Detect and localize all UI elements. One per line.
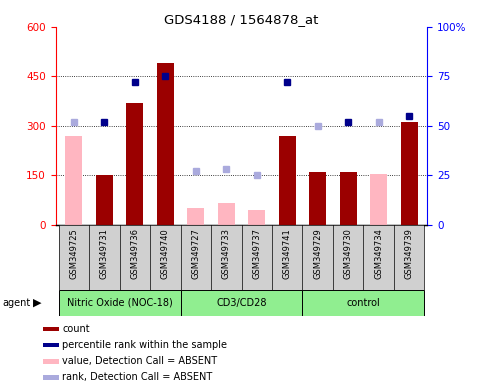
- Text: GSM349730: GSM349730: [344, 228, 353, 279]
- Text: GSM349739: GSM349739: [405, 228, 413, 279]
- Bar: [96, 175, 113, 225]
- Text: GSM349729: GSM349729: [313, 228, 322, 279]
- Bar: [150, 225, 181, 290]
- Text: GSM349727: GSM349727: [191, 228, 200, 279]
- Bar: [43, 375, 59, 380]
- Bar: [363, 225, 394, 290]
- Text: percentile rank within the sample: percentile rank within the sample: [62, 340, 227, 350]
- Text: value, Detection Call = ABSENT: value, Detection Call = ABSENT: [62, 356, 217, 366]
- Bar: [302, 290, 425, 316]
- Text: rank, Detection Call = ABSENT: rank, Detection Call = ABSENT: [62, 372, 213, 382]
- Bar: [43, 359, 59, 364]
- Bar: [58, 290, 181, 316]
- Text: GSM349737: GSM349737: [252, 228, 261, 279]
- Bar: [181, 225, 211, 290]
- Bar: [401, 122, 417, 225]
- Text: GSM349740: GSM349740: [161, 228, 170, 279]
- Bar: [218, 203, 235, 225]
- Text: count: count: [62, 324, 90, 334]
- Bar: [279, 136, 296, 225]
- Text: Nitric Oxide (NOC-18): Nitric Oxide (NOC-18): [67, 298, 172, 308]
- Bar: [211, 225, 242, 290]
- Text: agent: agent: [2, 298, 30, 308]
- Text: GSM349734: GSM349734: [374, 228, 383, 279]
- Text: control: control: [347, 298, 380, 308]
- Bar: [333, 225, 363, 290]
- Bar: [120, 225, 150, 290]
- Bar: [302, 225, 333, 290]
- Bar: [157, 63, 174, 225]
- Text: GSM349731: GSM349731: [100, 228, 109, 279]
- Bar: [272, 225, 302, 290]
- Bar: [394, 225, 425, 290]
- Text: ▶: ▶: [33, 298, 42, 308]
- Bar: [370, 174, 387, 225]
- Text: GDS4188 / 1564878_at: GDS4188 / 1564878_at: [164, 13, 319, 26]
- Bar: [89, 225, 120, 290]
- Bar: [242, 225, 272, 290]
- Text: GSM349725: GSM349725: [70, 228, 78, 279]
- Bar: [58, 225, 89, 290]
- Bar: [187, 208, 204, 225]
- Bar: [66, 136, 82, 225]
- Bar: [309, 172, 326, 225]
- Text: GSM349736: GSM349736: [130, 228, 139, 279]
- Bar: [43, 343, 59, 348]
- Text: GSM349733: GSM349733: [222, 228, 231, 279]
- Text: CD3/CD28: CD3/CD28: [216, 298, 267, 308]
- Bar: [181, 290, 302, 316]
- Bar: [43, 326, 59, 331]
- Bar: [127, 103, 143, 225]
- Bar: [340, 172, 356, 225]
- Text: GSM349741: GSM349741: [283, 228, 292, 279]
- Bar: [248, 210, 265, 225]
